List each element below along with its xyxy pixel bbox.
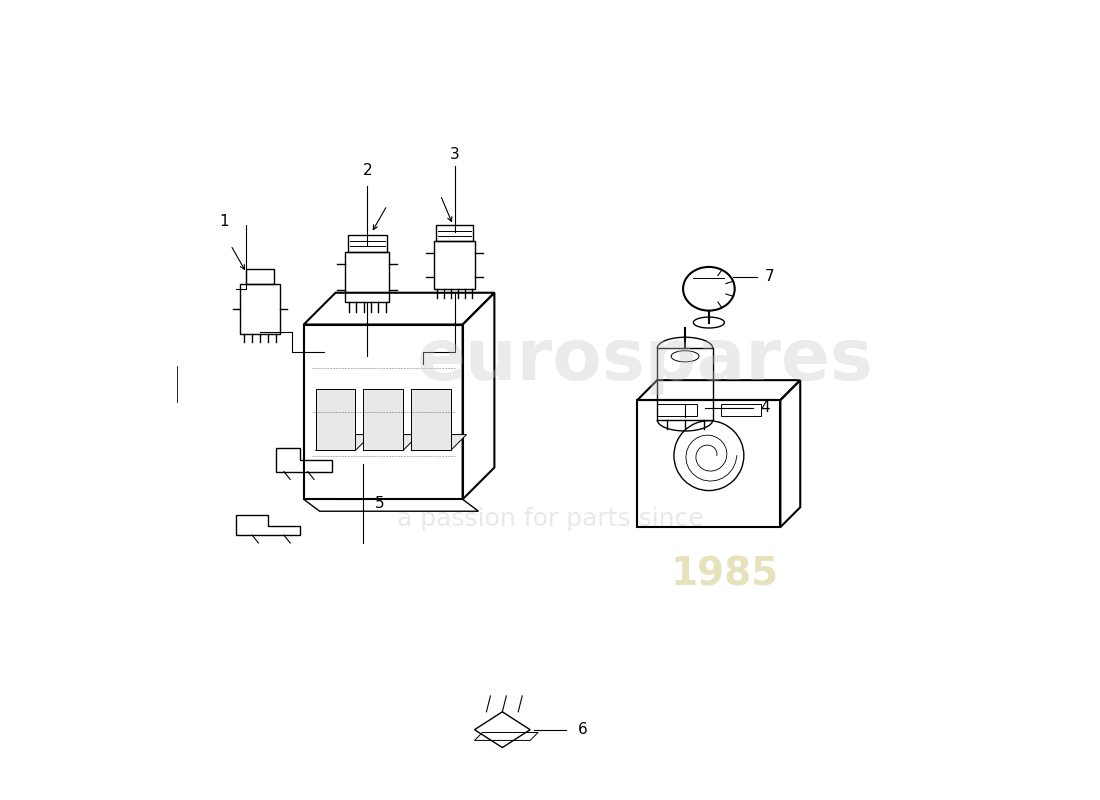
- Polygon shape: [363, 434, 419, 450]
- Text: 2: 2: [363, 162, 372, 178]
- Polygon shape: [316, 434, 372, 450]
- Polygon shape: [363, 390, 403, 450]
- Text: 1985: 1985: [671, 556, 779, 594]
- Text: eurospares: eurospares: [417, 326, 873, 394]
- Text: 5: 5: [375, 496, 385, 510]
- Polygon shape: [316, 390, 355, 450]
- Text: a passion for parts since: a passion for parts since: [397, 507, 703, 531]
- Polygon shape: [411, 390, 451, 450]
- Text: 3: 3: [450, 146, 460, 162]
- Text: 1: 1: [220, 214, 229, 229]
- Text: 6: 6: [578, 722, 587, 737]
- Text: 4: 4: [760, 401, 770, 415]
- Text: 7: 7: [764, 270, 774, 284]
- Polygon shape: [411, 434, 466, 450]
